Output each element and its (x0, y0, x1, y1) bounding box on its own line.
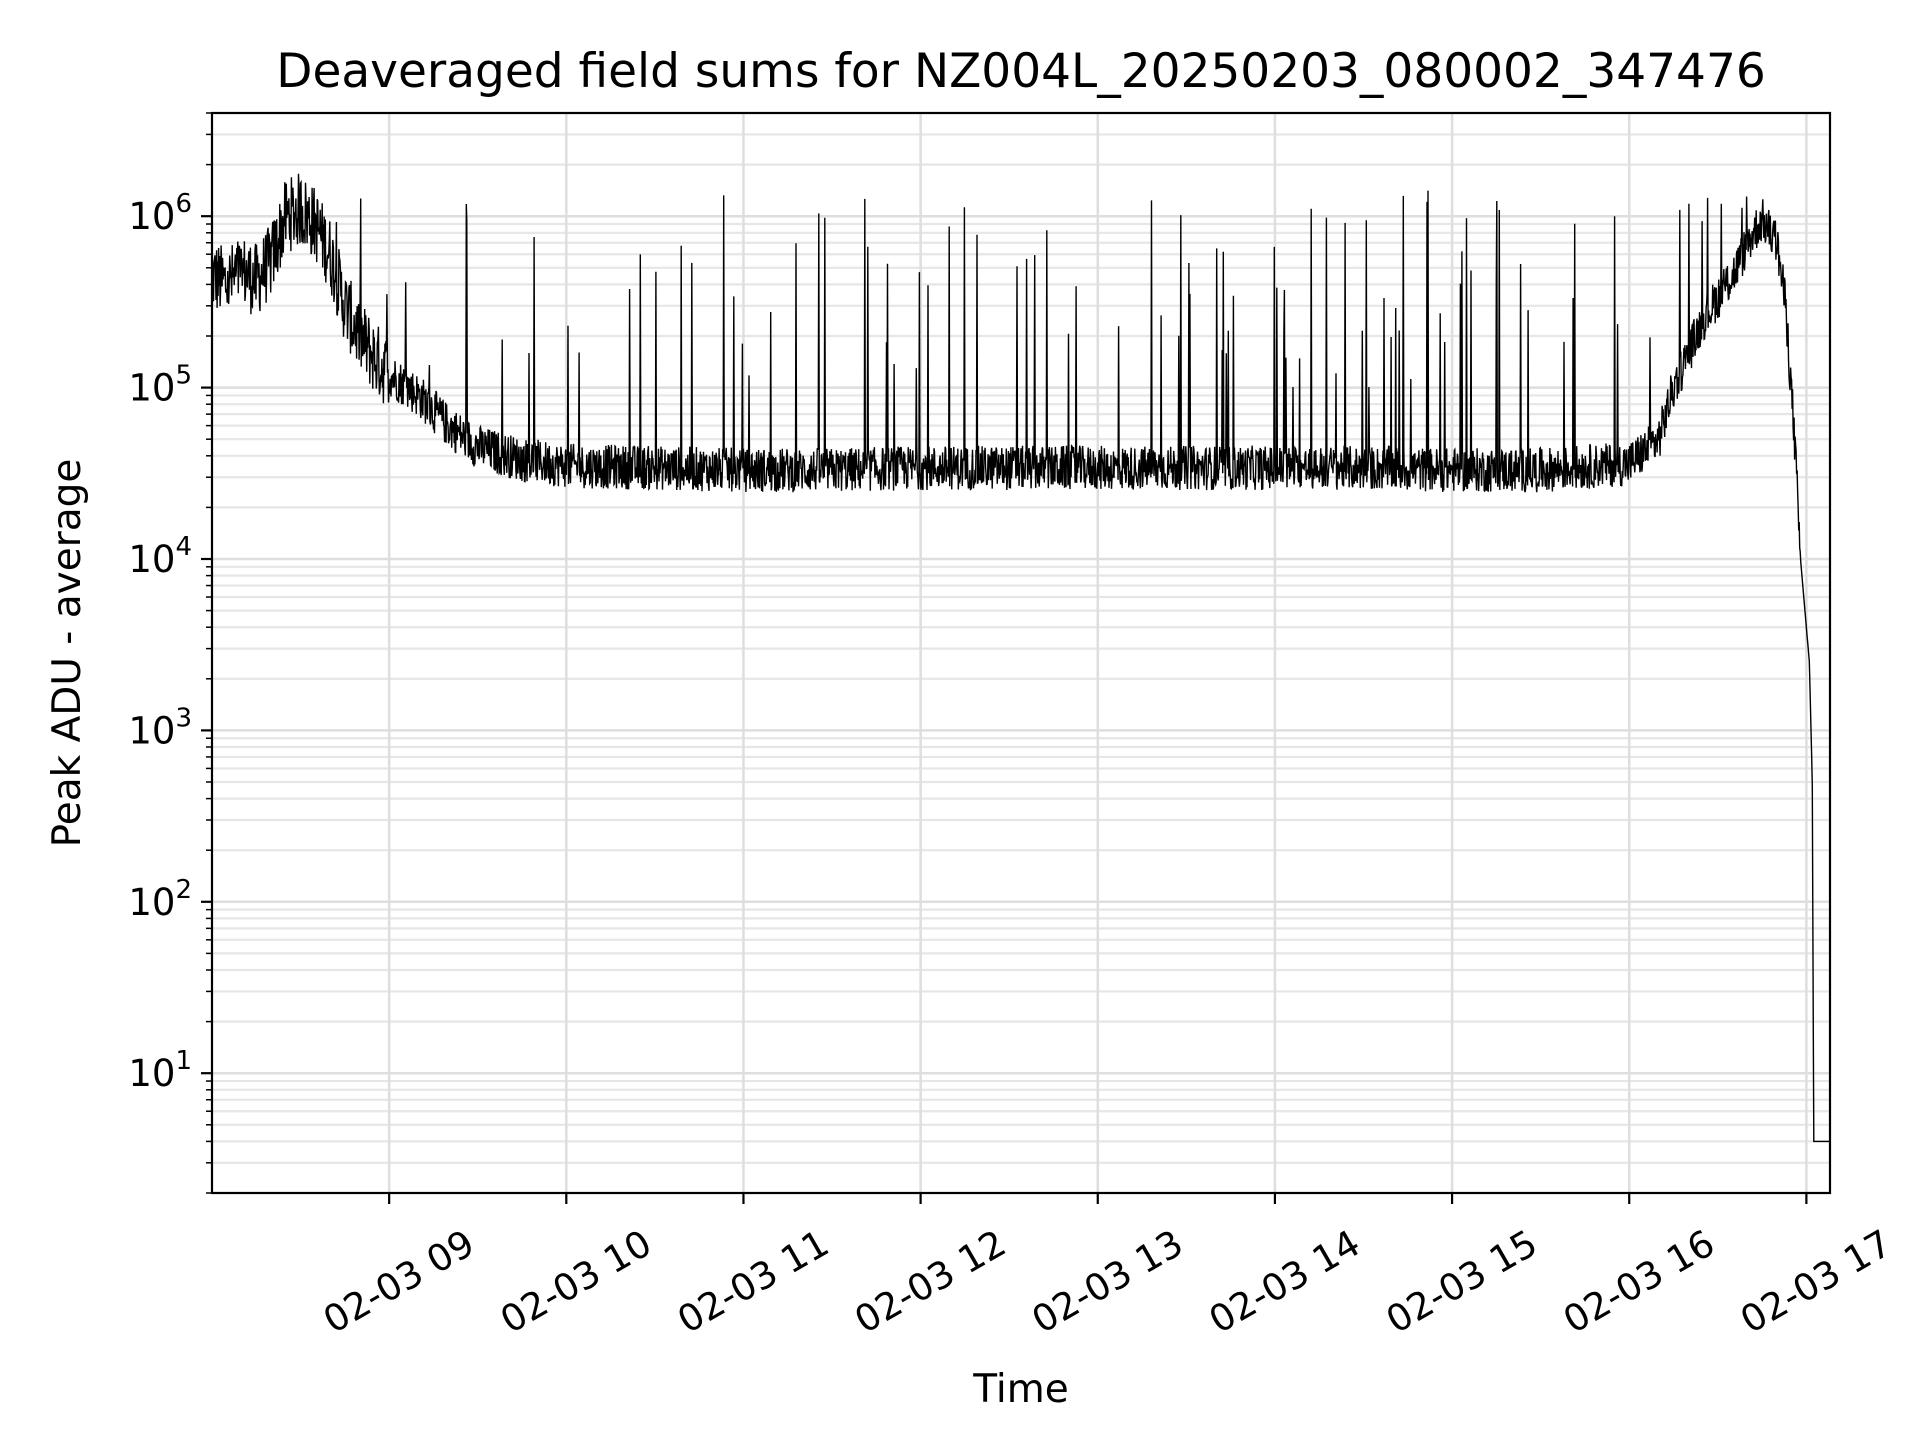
y-tick-exponent: 2 (175, 875, 192, 905)
y-tick-label: 106 (128, 189, 192, 238)
y-tick-exponent: 3 (175, 703, 192, 733)
y-tick-label: 104 (128, 532, 192, 581)
y-tick-label: 102 (128, 875, 192, 924)
series-path (211, 173, 1830, 1143)
y-tick-base: 10 (128, 709, 175, 752)
y-tick-base: 10 (128, 881, 175, 924)
grid (212, 111, 1830, 1195)
series-line (211, 173, 1830, 1143)
y-tick-label: 101 (128, 1046, 192, 1095)
y-tick-base: 10 (128, 538, 175, 581)
y-axis-label: Peak ADU - average (45, 459, 90, 848)
chart-title: Deaveraged field sums for NZ004L_2025020… (276, 44, 1766, 99)
y-tick-label: 105 (128, 361, 192, 410)
y-tick-base: 10 (128, 367, 175, 410)
y-tick-exponent: 4 (175, 532, 192, 562)
y-tick-exponent: 6 (175, 189, 192, 219)
plot-frame (210, 111, 1832, 1195)
y-tick-label: 103 (128, 703, 192, 752)
y-tick-exponent: 5 (175, 361, 192, 391)
y-tick-exponent: 1 (175, 1046, 192, 1076)
x-axis-label: Time (972, 1367, 1068, 1412)
ticks (201, 112, 1808, 1204)
y-tick-base: 10 (128, 1052, 175, 1095)
y-tick-base: 10 (128, 195, 175, 238)
